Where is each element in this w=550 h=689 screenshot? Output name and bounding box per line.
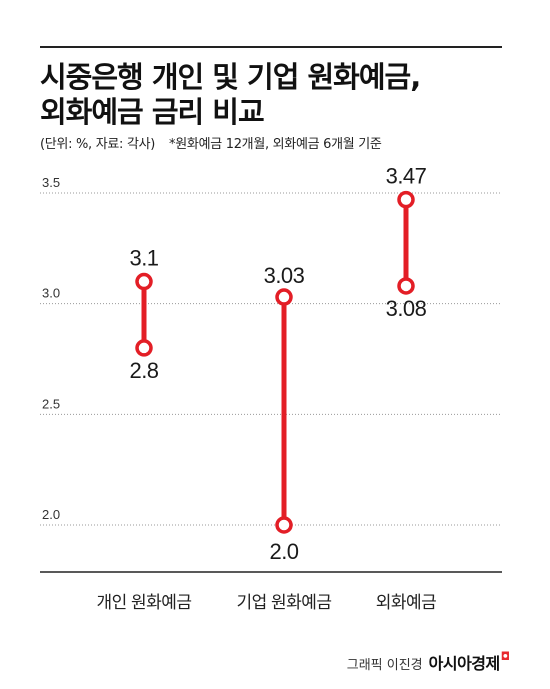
title-line-1: 시중은행 개인 및 기업 원화예금, (40, 60, 421, 94)
low-value-label: 2.8 (129, 358, 158, 383)
chart-notes: (단위: %, 자료: 각사) *원화예금 12개월, 외화예금 6개월 기준 (40, 136, 520, 154)
high-value-label: 3.47 (386, 164, 427, 189)
credit: 그래픽 이진경 아시아경제◘ (347, 650, 510, 674)
high-value-label: 3.1 (129, 246, 158, 271)
high-point-marker (135, 272, 153, 291)
high-point-marker (397, 190, 415, 209)
basis-note: *원화예금 12개월, 외화예금 6개월 기준 (169, 137, 382, 152)
x-category-label: 외화예금 (376, 593, 437, 610)
title-line-2: 외화예금 금리 비교 (40, 95, 265, 129)
low-point-marker (397, 277, 415, 295)
y-tick-label: 3.0 (42, 286, 60, 301)
brand-mark-icon: ◘ (500, 650, 510, 663)
high-point-marker (275, 288, 293, 306)
low-value-label: 3.08 (386, 296, 427, 321)
brand-logo: 아시아경제 (428, 654, 501, 673)
dumbbell-chart: 3.5 3.0 2.5 2.0 개인 원화예금 기업 원화예금 외화예금 3.1 2.8 3.03… (40, 164, 502, 610)
byline: 그래픽 이진경 (346, 658, 423, 673)
x-category-label: 기업 원화예금 (236, 593, 331, 610)
y-tick-label: 3.5 (42, 175, 60, 190)
chart-title: 시중은행 개인 및 기업 원화예금, 외화예금 금리 비교 (40, 60, 510, 130)
x-category-label: 개인 원화예금 (96, 593, 191, 610)
high-value-label: 3.03 (264, 263, 305, 288)
low-point-marker (275, 516, 293, 534)
unit-note: (단위: %, 자료: 각사) (40, 137, 156, 152)
low-value-label: 2.0 (269, 539, 298, 564)
y-tick-label: 2.5 (42, 396, 60, 411)
top-rule (40, 46, 502, 48)
y-tick-label: 2.0 (42, 507, 60, 522)
low-point-marker (135, 339, 153, 357)
